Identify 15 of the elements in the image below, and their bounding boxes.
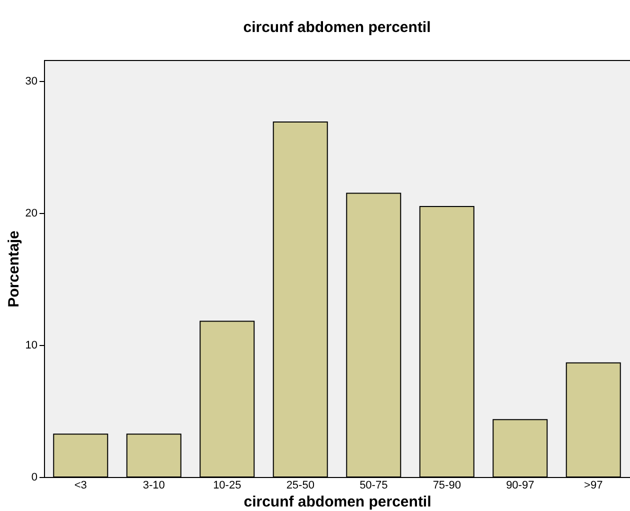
x-tick-label: <3 xyxy=(74,480,87,492)
x-axis-title: circunf abdomen percentil xyxy=(244,494,432,510)
x-tick-label: 25-50 xyxy=(286,480,314,492)
x-tick-label: 90-97 xyxy=(506,480,534,492)
x-tick-label: 3-10 xyxy=(142,480,165,492)
y-tick-label: 30 xyxy=(25,76,38,88)
y-axis-title: Porcentaje xyxy=(5,230,22,308)
x-tick-label: 75-90 xyxy=(432,480,461,492)
y-tick-label: 20 xyxy=(25,208,38,220)
chart-title: circunf abdomen percentil xyxy=(243,19,431,36)
x-tick-label: 50-75 xyxy=(360,480,388,492)
y-tick-label: 0 xyxy=(31,472,38,484)
y-tick-label: 10 xyxy=(25,340,38,352)
x-tick-label: >97 xyxy=(584,480,603,492)
x-tick-label: 10-25 xyxy=(213,480,242,492)
